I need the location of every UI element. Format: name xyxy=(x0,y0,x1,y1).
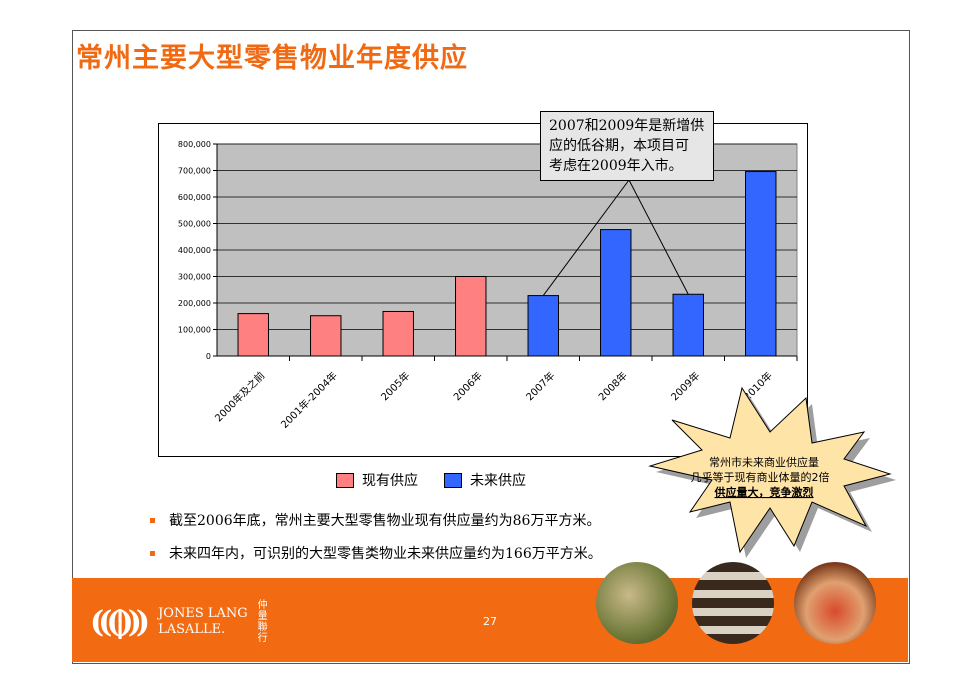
callout-line: 2007和2009年是新增供 xyxy=(549,118,705,134)
y-tick-label: 600,000 xyxy=(178,193,211,202)
legend-swatch-future xyxy=(444,472,462,488)
legend-swatch-existing xyxy=(336,472,354,488)
starburst-shape xyxy=(648,386,892,554)
logo-chinese-name: 仲量聯行 xyxy=(257,600,268,644)
page-title: 常州主要大型零售物业年度供应 xyxy=(76,43,468,74)
bullet-marker xyxy=(150,550,155,556)
y-tick-label: 700,000 xyxy=(178,167,211,176)
bar xyxy=(382,310,414,357)
bullet-marker xyxy=(150,517,155,523)
bar xyxy=(310,315,342,357)
legend-label-existing: 现有供应 xyxy=(362,473,418,489)
logo-name: JONES LANG LASALLE. xyxy=(158,606,248,638)
legend-item-existing: 现有供应 xyxy=(336,470,418,490)
bullet-item: 未来四年内，可识别的大型零售类物业未来供应量约为166万平方米。 xyxy=(150,543,602,563)
y-tick-label: 0 xyxy=(206,352,211,361)
y-tick-label: 800,000 xyxy=(178,140,211,149)
starburst-line1: 常州市未来商业供应量 xyxy=(709,455,819,469)
page-number: 27 xyxy=(483,615,497,628)
logo-line2: LASALLE. xyxy=(158,622,226,637)
bar xyxy=(745,171,777,357)
starburst-line3: 供应量大，竞争激烈 xyxy=(714,485,814,499)
legend-item-future: 未来供应 xyxy=(444,470,526,490)
logo-line1: JONES LANG xyxy=(158,606,248,621)
shoe-shelf-photo xyxy=(692,562,774,644)
callout-line: 应的低谷期，本项目可 xyxy=(549,138,689,154)
cushions-photo xyxy=(596,562,678,644)
bar xyxy=(455,276,487,357)
bullet-list: 截至2006年底，常州主要大型零售物业现有供应量约为86万平方米。 未来四年内，… xyxy=(150,510,602,576)
y-tick-label: 500,000 xyxy=(178,220,211,229)
callout-line: 考虑在2009年入市。 xyxy=(549,158,683,174)
bar xyxy=(600,229,632,357)
shopping-bags-photo xyxy=(794,562,876,644)
starburst-line2: 几乎等于现有商业体量的2倍 xyxy=(691,470,830,484)
callout-box: 2007和2009年是新增供 应的低谷期，本项目可 考虑在2009年入市。 xyxy=(540,111,714,181)
legend-label-future: 未来供应 xyxy=(470,473,526,489)
y-tick-label: 400,000 xyxy=(178,246,211,255)
callout-pointer xyxy=(542,179,630,296)
logo-mark-icon: (((|))) xyxy=(90,604,150,640)
chart-legend: 现有供应 未来供应 xyxy=(336,470,552,490)
bullet-text: 未来四年内，可识别的大型零售类物业未来供应量约为166万平方米。 xyxy=(169,546,602,562)
callout-pointer xyxy=(628,179,689,295)
y-tick-label: 200,000 xyxy=(178,299,211,308)
y-tick-label: 300,000 xyxy=(178,273,211,282)
y-tick-label: 100,000 xyxy=(178,326,211,335)
bar xyxy=(237,313,269,357)
bullet-text: 截至2006年底，常州主要大型零售物业现有供应量约为86万平方米。 xyxy=(169,513,601,529)
bar xyxy=(672,293,704,357)
bar xyxy=(527,295,559,357)
bullet-item: 截至2006年底，常州主要大型零售物业现有供应量约为86万平方米。 xyxy=(150,510,602,530)
company-logo: (((|))) JONES LANG LASALLE. 仲量聯行 xyxy=(90,600,270,644)
